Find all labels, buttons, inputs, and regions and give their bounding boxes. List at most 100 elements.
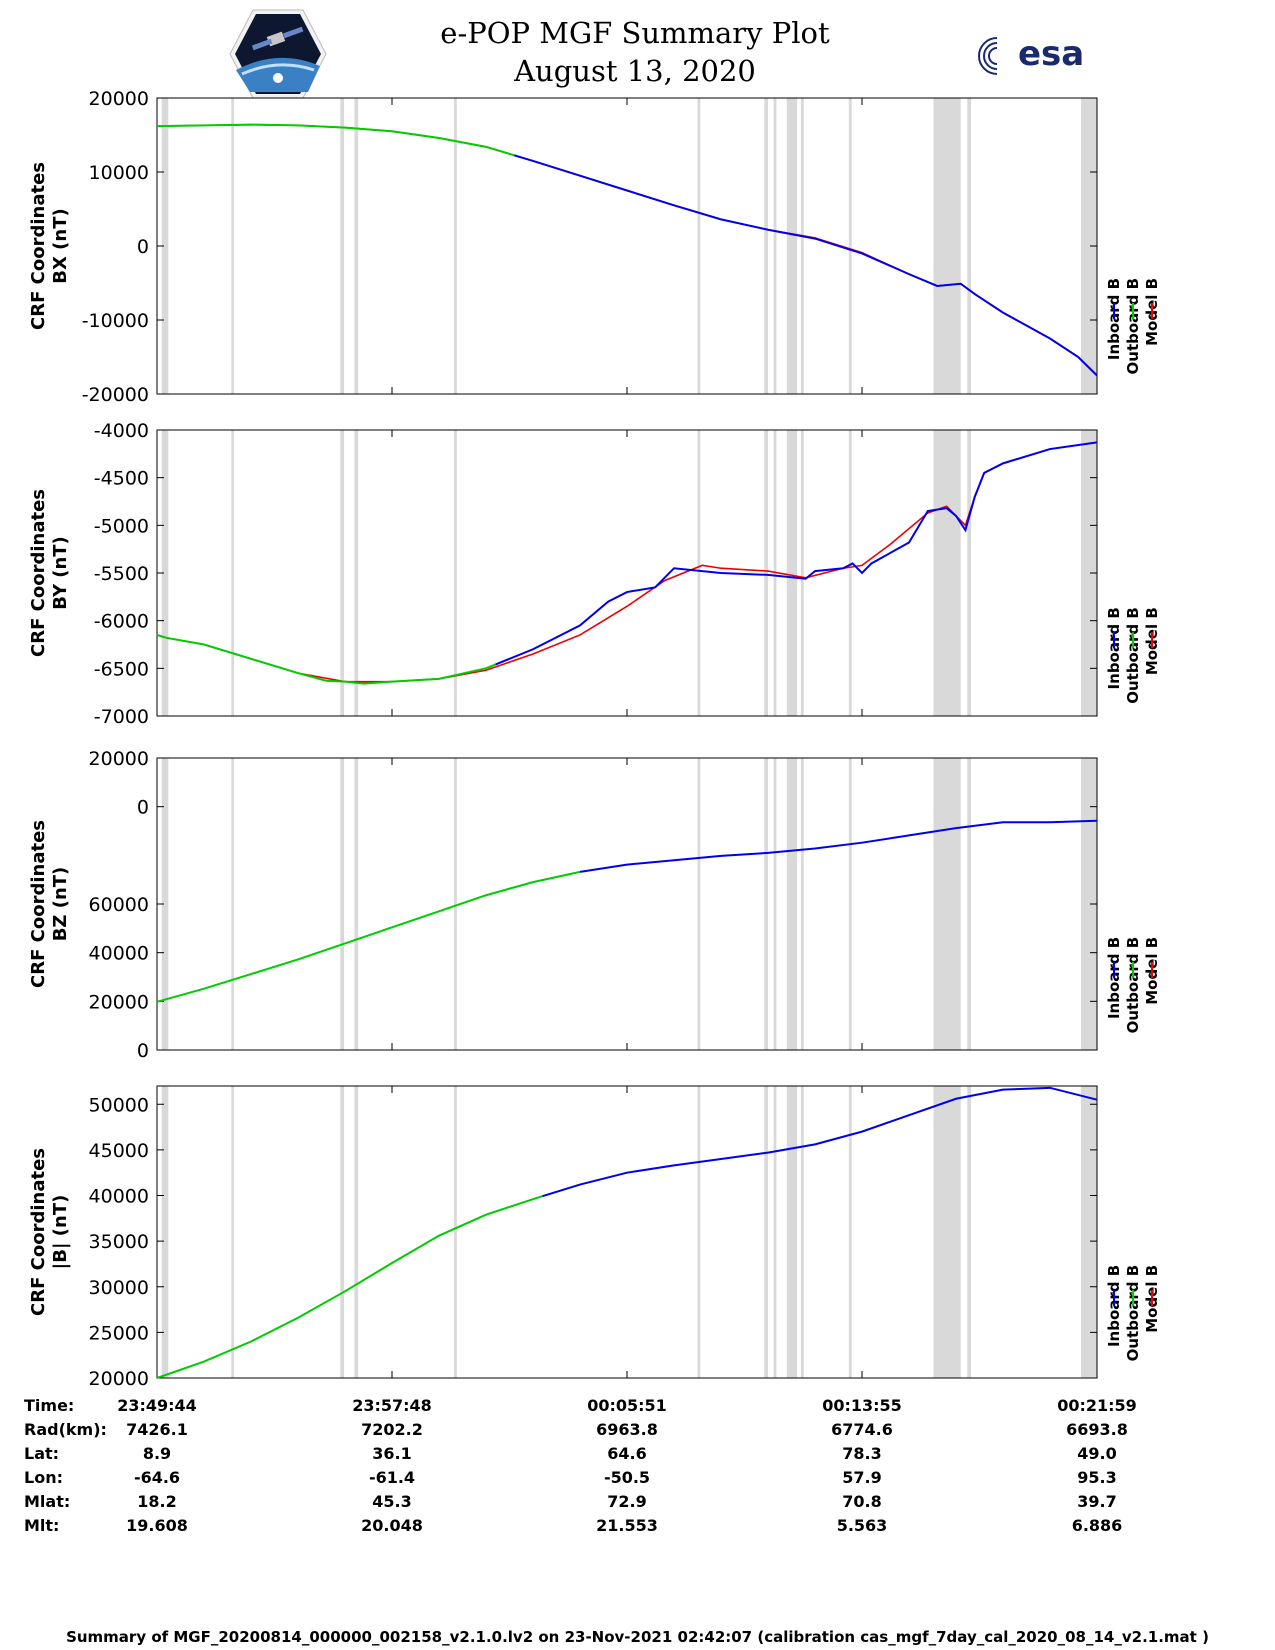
panel-bx: -20000 -10000 0 10000 20000 CRF CoordinatesBX…	[28, 88, 1161, 406]
ephemeris-value: 70.8	[842, 1492, 882, 1511]
ephemeris-value: 00:21:59	[1057, 1396, 1137, 1415]
data-gap-band	[786, 98, 798, 394]
ephemeris-value: 6774.6	[831, 1420, 893, 1439]
data-gap-band	[933, 1086, 961, 1378]
data-gap-band	[764, 758, 768, 1050]
data-gap-band	[697, 758, 701, 1050]
data-gap-band	[697, 98, 701, 394]
ephemeris-row-label: Time:	[24, 1396, 75, 1415]
data-gap-band	[1081, 430, 1097, 716]
ephemeris-value: 18.2	[137, 1492, 177, 1511]
ephemeris-value: 00:05:51	[587, 1396, 667, 1415]
data-gap-band	[340, 1086, 345, 1378]
data-gap-band	[161, 98, 169, 394]
legend-inboard-label: Inboard B	[1105, 1265, 1123, 1347]
ephemeris-value: 6963.8	[596, 1420, 658, 1439]
y-axis-label: CRF Coordinates|B| (nT)	[28, 1148, 71, 1316]
ephemeris-value: 72.9	[607, 1492, 647, 1511]
y-axis-label: CRF CoordinatesBZ (nT)	[28, 820, 71, 988]
data-gap-band	[773, 1086, 777, 1378]
legend-outboard-label: Outboard B	[1124, 607, 1142, 704]
data-gap-band	[340, 430, 345, 716]
y-axis-label: CRF CoordinatesBX (nT)	[28, 162, 71, 330]
ephemeris-value: 21.553	[596, 1516, 658, 1535]
y-tick-label: -4000	[94, 420, 149, 442]
y-tick-label: -5000	[94, 515, 149, 537]
data-gap-band	[231, 1086, 235, 1378]
y-tick-label: -20000	[82, 384, 149, 406]
ephemeris-row-label: Lat:	[24, 1444, 60, 1463]
panel-bmag: 20000 25000 30000 35000 40000 45000 50000 CRF C…	[28, 1085, 1161, 1390]
data-gap-band	[764, 430, 768, 716]
data-gap-band	[848, 758, 852, 1050]
ephemeris-value: 23:49:44	[117, 1396, 197, 1415]
plot-area: -20000 -10000 0 10000 20000 CRF CoordinatesBX…	[28, 88, 1161, 1390]
outboard-b-line	[156, 1195, 543, 1379]
data-gap-band	[1081, 1086, 1097, 1378]
data-gap-band	[764, 1086, 768, 1378]
ephemeris-row-label: Rad(km):	[24, 1420, 107, 1439]
ephemeris-value: 7202.2	[361, 1420, 423, 1439]
inboard-b-line	[495, 441, 1098, 666]
panel-by: -7000 -6500 -6000 -5500 -5000 -4500 -4000 CRF C…	[28, 420, 1161, 728]
data-gap-band	[967, 1086, 972, 1378]
ephemeris-value: 78.3	[842, 1444, 882, 1463]
esa-logo	[978, 36, 1019, 76]
data-gap-band	[848, 98, 852, 394]
ephemeris-value: 64.6	[607, 1444, 647, 1463]
data-gap-band	[1081, 758, 1097, 1050]
data-gap-band	[231, 430, 235, 716]
data-gap-band	[454, 758, 457, 1050]
outboard-b-line	[156, 123, 515, 157]
data-gap-band	[800, 430, 804, 716]
panel-bz: 0 20000 40000 60000 0 20000 CRF CoordinatesBZ …	[28, 748, 1161, 1062]
cassiope-logo	[229, 9, 327, 99]
data-gap-band	[454, 1086, 457, 1378]
legend-outboard-label: Outboard B	[1124, 278, 1142, 375]
data-gap-band	[340, 98, 345, 394]
y-tick-label: 20000	[89, 748, 149, 770]
y-tick-label: 25000	[89, 1322, 149, 1344]
data-gap-band	[161, 1086, 169, 1378]
y-tick-label: 35000	[89, 1231, 149, 1253]
inboard-b-line	[513, 154, 1098, 377]
data-gap-band	[161, 758, 169, 1050]
data-gap-band	[848, 430, 852, 716]
y-tick-label: 0	[137, 797, 149, 819]
ephemeris-value: 23:57:48	[352, 1396, 432, 1415]
ephemeris-value: 6.886	[1071, 1516, 1123, 1535]
legend-outboard-label: Outboard B	[1124, 1265, 1142, 1362]
data-gap-band	[161, 430, 169, 716]
y-tick-label: -4500	[94, 468, 149, 490]
data-gap-band	[231, 758, 235, 1050]
data-gap-band	[697, 1086, 701, 1378]
data-gap-band	[340, 758, 345, 1050]
legend-inboard-label: Inboard B	[1105, 278, 1123, 360]
y-tick-label: 0	[137, 236, 149, 258]
data-gap-band	[773, 98, 777, 394]
data-gap-band	[933, 98, 961, 394]
y-tick-label: 10000	[89, 162, 149, 184]
footer-caption: Summary of MGF_20200814_000000_002158_v2…	[66, 1628, 1209, 1646]
data-gap-band	[454, 98, 457, 394]
title-text: e-POP MGF Summary Plot	[440, 16, 830, 50]
y-tick-label: 40000	[89, 1186, 149, 1208]
data-gap-band	[786, 1086, 798, 1378]
y-tick-label: -6500	[94, 658, 149, 680]
data-gap-band	[773, 758, 777, 1050]
ephemeris-value: -64.6	[133, 1468, 181, 1487]
esa-logo-text: esa	[1018, 34, 1085, 74]
y-tick-label: 0	[137, 1040, 149, 1062]
ephemeris-value: 20.048	[361, 1516, 423, 1535]
ephemeris-row-label: Mlt:	[24, 1516, 60, 1535]
legend-inboard-label: Inboard B	[1105, 937, 1123, 1019]
legend-inboard-label: Inboard B	[1105, 607, 1123, 689]
data-gap-band	[354, 98, 359, 394]
y-tick-label: 20000	[89, 1368, 149, 1390]
data-gap-band	[933, 430, 961, 716]
y-tick-label: 30000	[89, 1277, 149, 1299]
data-gap-band	[786, 758, 798, 1050]
data-gap-band	[800, 758, 804, 1050]
ephemeris-value: -50.5	[603, 1468, 651, 1487]
ephemeris-value: 39.7	[1077, 1492, 1117, 1511]
